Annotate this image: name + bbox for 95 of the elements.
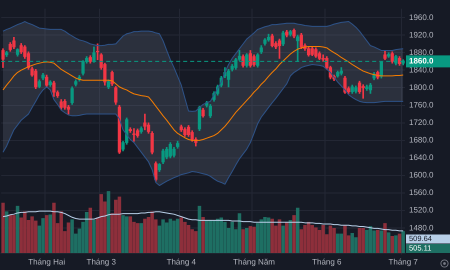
bar: [343, 226, 347, 254]
bar: [248, 226, 252, 254]
bar: [136, 223, 140, 254]
x-tick-label: Tháng 4: [166, 257, 196, 266]
x-tick-label: Tháng Hai: [28, 257, 66, 266]
bar: [8, 214, 12, 254]
bar: [70, 220, 74, 254]
bar: [368, 226, 372, 254]
bar: [44, 215, 48, 254]
bar: [241, 230, 245, 254]
y-tick-label: 1680.0: [409, 136, 434, 145]
bar: [12, 215, 16, 254]
bar: [303, 225, 307, 254]
bar: [252, 227, 256, 254]
x-tick-label: Tháng 3: [86, 257, 116, 266]
y-tick-label: 1640.0: [409, 153, 434, 162]
bar: [186, 225, 190, 254]
bar: [30, 216, 34, 254]
bar: [361, 228, 365, 254]
bar: [270, 219, 274, 254]
y-tick-label: 1840.0: [409, 65, 434, 74]
bar: [84, 212, 88, 254]
bar: [332, 228, 336, 254]
bar: [161, 220, 165, 254]
y-tick-label: 1920.0: [409, 30, 434, 40]
bar: [128, 216, 132, 254]
bar: [306, 222, 310, 254]
bar: [256, 223, 260, 254]
bar: [88, 208, 92, 254]
bar: [140, 223, 143, 254]
y-tick-label: 1560.0: [409, 188, 434, 198]
bar: [350, 233, 354, 254]
bar: [292, 215, 296, 254]
bar: [230, 222, 234, 254]
bar: [52, 203, 56, 254]
y-tick-label: 1960.0: [409, 12, 434, 22]
bar: [92, 220, 96, 254]
bar: [380, 230, 384, 254]
bar: [386, 232, 390, 254]
bar: [114, 200, 118, 254]
bar: [41, 218, 45, 254]
bar: [59, 212, 63, 254]
bar: [328, 226, 332, 254]
bar: [100, 194, 103, 254]
y-tick-label: 1800.0: [409, 82, 434, 92]
x-tick-label: Tháng Năm: [233, 257, 276, 266]
bar: [310, 225, 314, 254]
bar: [376, 230, 380, 254]
bar: [124, 216, 128, 254]
bar: [16, 206, 20, 254]
bar: [208, 220, 212, 254]
bar: [281, 226, 285, 254]
bar: [150, 212, 154, 254]
y-tick-label: 1720.0: [409, 118, 434, 128]
bar: [164, 222, 168, 254]
bar: [340, 234, 344, 254]
y-tick-label: 1760.0: [409, 100, 434, 110]
bar: [201, 217, 205, 254]
x-tick-label: Tháng 6: [312, 257, 342, 266]
bar: [216, 219, 220, 254]
bar: [205, 220, 208, 254]
bar: [194, 232, 198, 254]
ref-line-label: 1860.0: [409, 56, 434, 66]
bar: [398, 234, 402, 254]
bar: [394, 236, 398, 254]
bar: [198, 206, 202, 254]
bar: [263, 217, 267, 254]
bar: [285, 222, 288, 254]
bar: [220, 218, 224, 254]
bar: [358, 228, 362, 254]
bar: [23, 212, 27, 254]
bar: [238, 214, 242, 254]
y-tick-label: 1480.0: [409, 223, 434, 232]
bar: [321, 225, 325, 254]
bar: [314, 228, 318, 254]
bar: [180, 218, 183, 254]
bar: [121, 215, 125, 254]
bar: [168, 219, 172, 254]
bar: [118, 197, 122, 254]
y-tick-label: 1600.0: [409, 170, 434, 180]
bar: [48, 214, 52, 254]
bar: [336, 234, 340, 254]
bar: [288, 220, 292, 254]
bar: [296, 208, 300, 254]
bar: [390, 236, 394, 254]
bar: [245, 228, 248, 254]
bar: [266, 218, 270, 254]
y-tick-label: 1520.0: [409, 206, 434, 215]
bar: [365, 230, 369, 254]
bar: [176, 219, 180, 254]
y-tick-label: 1880.0: [409, 48, 434, 57]
bar: [260, 220, 264, 254]
bar: [143, 219, 147, 254]
x-tick-label: Tháng 7: [388, 257, 418, 266]
bar: [4, 212, 8, 254]
